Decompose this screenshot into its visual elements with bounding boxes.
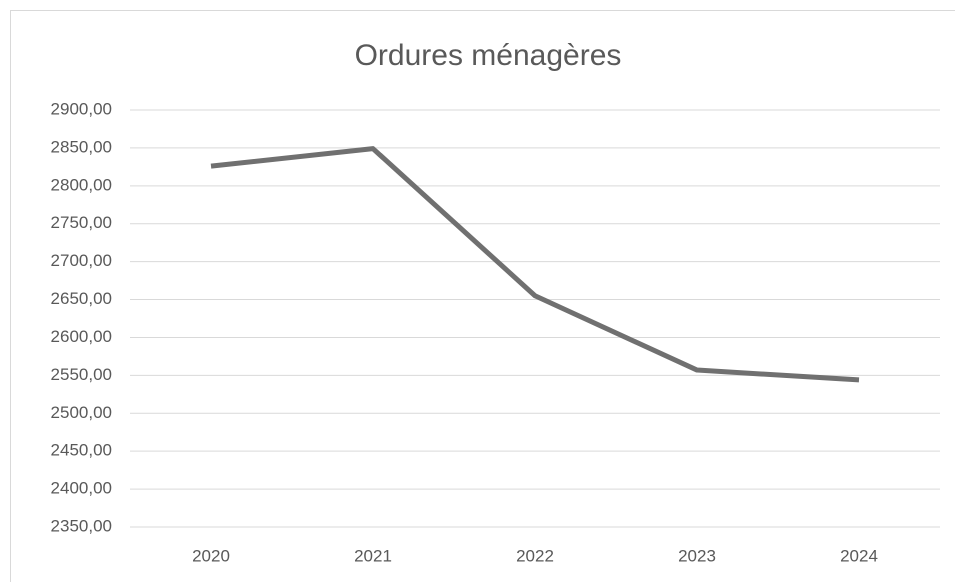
y-tick-label: 2400,00 [51, 479, 112, 498]
x-tick-label: 2021 [354, 546, 392, 565]
y-tick-label: 2850,00 [51, 137, 112, 156]
y-tick-label: 2500,00 [51, 403, 112, 422]
y-tick-label: 2600,00 [51, 327, 112, 346]
y-tick-label: 2650,00 [51, 289, 112, 308]
x-tick-label: 2023 [678, 546, 716, 565]
x-tick-label: 2024 [840, 546, 878, 565]
chart-border [10, 10, 955, 582]
y-tick-label: 2700,00 [51, 251, 112, 270]
x-tick-label: 2020 [192, 546, 230, 565]
line [210, 146, 860, 383]
x-tick-label: 2022 [516, 546, 554, 565]
y-tick-label: 2450,00 [51, 441, 112, 460]
y-tick-label: 2900,00 [51, 99, 112, 118]
y-tick-label: 2800,00 [51, 175, 112, 194]
y-tick-label: 2350,00 [51, 516, 112, 535]
y-tick-label: 2750,00 [51, 213, 112, 232]
chart-title: Ordures ménagères [355, 39, 622, 72]
y-tick-label: 2550,00 [51, 365, 112, 384]
